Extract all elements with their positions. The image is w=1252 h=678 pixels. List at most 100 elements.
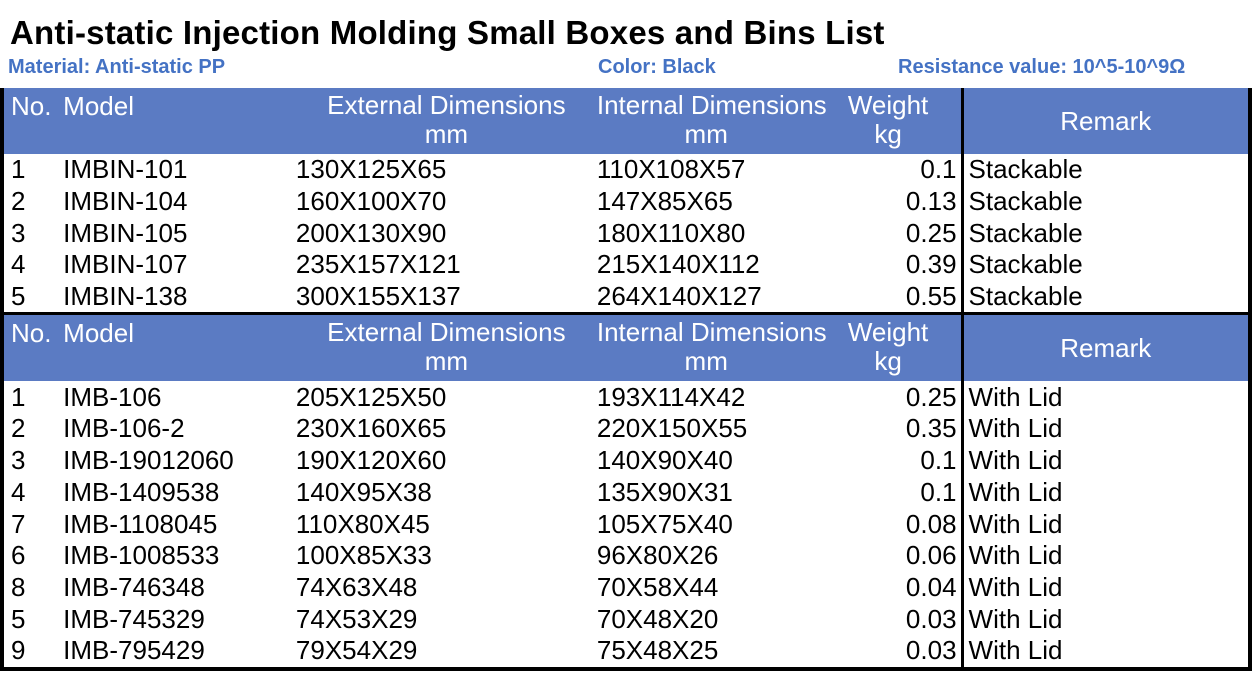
cell-remark: With Lid (960, 381, 1250, 414)
cell-external-dimensions: 200X130X90 (295, 217, 447, 248)
cell-weight: 0.1 (920, 476, 957, 507)
cell-weight: 0.39 (905, 249, 957, 280)
cell-internal-dimensions: 135X90X31 (596, 476, 733, 507)
cell-no: 3 (11, 217, 26, 248)
cell-external-dimensions: 190X120X60 (295, 445, 447, 476)
color-info: Color: Black (598, 56, 716, 78)
column-header-internal-line1: Internal Dimensions (596, 317, 827, 348)
cell-internal-dimensions: 180X110X80 (596, 217, 746, 248)
cell-weight: 0.1 (920, 445, 957, 476)
lidded-boxes-table-header: No. Model External Dimensions mm Interna… (2, 315, 1250, 382)
cell-internal-dimensions: 193X114X42 (596, 381, 746, 412)
table-row: 5 IMB-745329 74X53X29 70X48X20 0.03 With Lid (2, 603, 1250, 635)
cell-no: 2 (11, 186, 26, 217)
page-title: Anti-static Injection Molding Small Boxe… (10, 14, 885, 51)
table-row: 1 IMBIN-101 130X125X65 110X108X57 0.1 Stackab… (2, 154, 1250, 186)
cell-weight: 0.13 (905, 186, 957, 217)
cell-model: IMBIN-138 (63, 281, 188, 312)
cell-internal-dimensions: 264X140X127 (596, 281, 762, 312)
cell-no: 3 (11, 445, 26, 476)
cell-external-dimensions: 130X125X65 (295, 154, 447, 185)
cell-no: 5 (11, 281, 26, 312)
cell-remark: Stackable (960, 185, 1250, 218)
cell-internal-dimensions: 75X48X25 (596, 635, 719, 666)
cell-model: IMBIN-104 (63, 186, 188, 217)
column-header-weight-unit: kg (874, 346, 902, 377)
cell-internal-dimensions: 140X90X40 (596, 445, 733, 476)
cell-weight: 0.25 (905, 381, 957, 412)
cell-external-dimensions: 79X54X29 (295, 635, 418, 666)
column-header-weight-unit: kg (874, 119, 902, 149)
column-header-no: No. (2, 88, 61, 154)
cell-no: 4 (11, 249, 26, 280)
column-header-model: Model (60, 315, 296, 382)
table-row: 1 IMB-106 205X125X50 193X114X42 0.25 With Lid (2, 381, 1250, 414)
cell-external-dimensions: 100X85X33 (295, 540, 432, 571)
table-row: 3 IMBIN-105 200X130X90 180X110X80 0.25 Stacka… (2, 217, 1250, 250)
cell-no: 8 (11, 571, 26, 602)
cell-internal-dimensions: 96X80X26 (596, 540, 719, 571)
cell-no: 9 (11, 635, 26, 666)
column-header-external-line1: External Dimensions (327, 317, 566, 348)
cell-remark: With Lid (960, 476, 1250, 509)
cell-model: IMB-19012060 (63, 445, 234, 476)
column-header-remark: Remark (960, 315, 1250, 382)
cell-weight: 0.08 (905, 508, 957, 539)
cell-remark: Stackable (960, 249, 1250, 281)
cell-model: IMB-106-2 (63, 413, 185, 444)
table-row: 7 IMB-1108045 110X80X45 105X75X40 0.08 With L… (2, 508, 1250, 540)
cell-weight: 0.1 (920, 154, 957, 185)
cell-external-dimensions: 230X160X65 (295, 413, 447, 444)
cell-remark: With Lid (960, 539, 1250, 572)
column-header-external-dimensions: External Dimensions mm (295, 88, 597, 154)
column-header-weight: Weight kg (815, 315, 963, 382)
column-header-internal-dimensions: Internal Dimensions mm (596, 88, 827, 154)
cell-weight: 0.03 (905, 635, 957, 666)
cell-remark: Stackable (960, 217, 1250, 250)
table-row: 2 IMB-106-2 230X160X65 220X150X55 0.35 With L… (2, 413, 1250, 445)
cell-no: 6 (11, 540, 26, 571)
cell-external-dimensions: 235X157X121 (295, 249, 461, 280)
column-header-remark: Remark (960, 88, 1250, 154)
cell-weight: 0.03 (905, 603, 957, 634)
cell-model: IMB-1008533 (63, 540, 220, 571)
cell-external-dimensions: 160X100X70 (295, 186, 447, 217)
table-row: 2 IMBIN-104 160X100X70 147X85X65 0.13 Stackab… (2, 185, 1250, 218)
column-header-external-line1: External Dimensions (327, 90, 566, 120)
cell-remark: With Lid (960, 571, 1250, 604)
material-info: Material: Anti-static PP (8, 56, 226, 78)
cell-external-dimensions: 110X80X45 (295, 508, 430, 539)
column-header-weight-line1: Weight (847, 90, 929, 120)
cell-model: IMB-745329 (63, 603, 205, 634)
lidded-boxes-table-body: 1 IMB-106 205X125X50 193X114X42 0.25 With Lid… (2, 381, 1250, 669)
column-header-external-dimensions: External Dimensions mm (295, 315, 597, 382)
cell-remark: Stackable (960, 154, 1250, 186)
table-row: 9 IMB-795429 79X54X29 75X48X25 0.03 With Lid (2, 634, 1250, 669)
column-header-model: Model (60, 88, 296, 154)
stackable-bins-table-body: 1 IMBIN-101 130X125X65 110X108X57 0.1 Stackab… (2, 154, 1250, 314)
cell-external-dimensions: 140X95X38 (295, 476, 432, 507)
cell-no: 4 (11, 476, 26, 507)
cell-no: 5 (11, 603, 26, 634)
cell-remark: With Lid (960, 634, 1250, 669)
table-row: 4 IMB-1409538 140X95X38 135X90X31 0.1 With Li… (2, 476, 1250, 509)
cell-internal-dimensions: 220X150X55 (596, 413, 748, 444)
column-header-external-unit: mm (424, 119, 469, 149)
table-row: 6 IMB-1008533 100X85X33 96X80X26 0.06 With Li… (2, 539, 1250, 572)
cell-internal-dimensions: 215X140X112 (596, 249, 760, 280)
column-header-internal-unit: mm (684, 346, 728, 377)
cell-remark: With Lid (960, 603, 1250, 635)
cell-internal-dimensions: 110X108X57 (596, 154, 746, 185)
info-row: Material: Anti-static PP Color: Black Re… (0, 54, 1252, 88)
cell-external-dimensions: 74X63X48 (295, 571, 418, 602)
table-row: 4 IMBIN-107 235X157X121 215X140X112 0.39 Stac… (2, 249, 1250, 281)
cell-model: IMBIN-107 (63, 249, 188, 280)
table-row: 5 IMBIN-138 300X155X137 264X140X127 0.55 Stac… (2, 280, 1250, 314)
table-row: 8 IMB-746348 74X63X48 70X58X44 0.04 With Lid (2, 571, 1250, 604)
cell-internal-dimensions: 70X58X44 (596, 571, 719, 602)
column-header-weight-line1: Weight (847, 317, 929, 348)
cell-model: IMB-1108045 (63, 508, 218, 539)
cell-internal-dimensions: 147X85X65 (596, 186, 733, 217)
cell-no: 2 (11, 413, 26, 444)
stackable-bins-table-header: No. Model External Dimensions mm Interna… (2, 88, 1250, 154)
